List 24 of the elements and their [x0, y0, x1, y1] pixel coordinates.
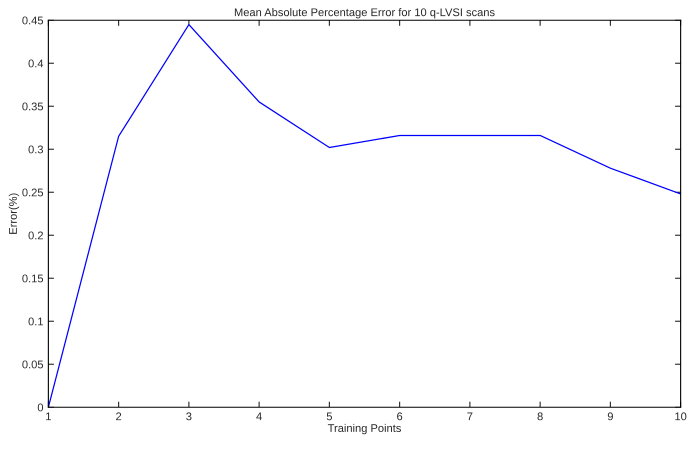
x-tick-label: 3: [186, 412, 192, 420]
y-tick-label: 0.4: [28, 60, 44, 68]
x-tick-label: 9: [608, 412, 613, 420]
x-tick-label: 2: [116, 412, 122, 420]
x-tick-label: 4: [256, 412, 262, 420]
y-tick-label: 0.3: [28, 146, 44, 154]
x-axis-title: Training Points: [328, 424, 401, 434]
y-tick-label: 0.15: [22, 274, 44, 282]
y-axis-title: Error(%): [8, 193, 20, 234]
y-tick-label: 0.45: [22, 16, 44, 24]
y-tick-label: 0: [38, 404, 44, 412]
x-tick-label: 5: [326, 412, 332, 420]
line-series: [48, 24, 681, 408]
x-tick-label: 10: [675, 412, 686, 420]
y-tick-label: 0.25: [22, 188, 44, 196]
x-tick-label: 1: [46, 412, 51, 420]
chart-title: Mean Absolute Percentage Error for 10 q-LVSI scans: [234, 8, 495, 18]
y-tick-label: 0.1: [28, 318, 43, 326]
y-tick-label: 0.2: [28, 232, 43, 240]
y-tick-label: 0.05: [22, 360, 44, 368]
x-tick-label: 8: [538, 412, 543, 420]
x-tick-label: 6: [397, 412, 402, 420]
x-tick-label: 7: [467, 412, 472, 420]
y-tick-label: 0.35: [22, 102, 44, 110]
